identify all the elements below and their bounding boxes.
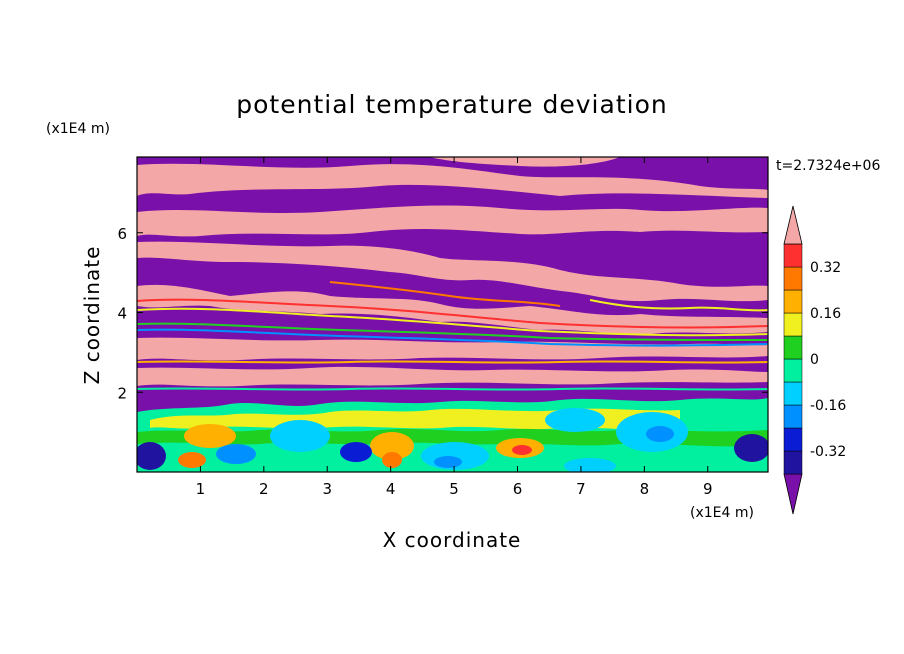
x-axis-ticks: 1 2 3 4 5 6 7 8 9 xyxy=(196,157,713,498)
colorbar-swatch xyxy=(783,243,803,268)
colorbar-tick-label: -0.16 xyxy=(810,398,846,414)
colorbar-extend-low xyxy=(783,473,803,515)
y-axis-label: Z coordinate xyxy=(80,246,104,385)
colorbar-swatch xyxy=(783,427,803,452)
colorbar-swatch xyxy=(783,335,803,360)
x-tick-label: 7 xyxy=(576,480,586,498)
colorbar-swatch xyxy=(783,381,803,406)
colorbar-swatch xyxy=(783,289,803,314)
x-tick-label: 9 xyxy=(703,480,713,498)
colorbar-tick-label: 0.32 xyxy=(810,260,841,276)
colorbar-tick-label: 0.16 xyxy=(810,306,841,322)
colorbar-swatch xyxy=(783,450,803,475)
x-tick-label: 5 xyxy=(449,480,459,498)
colorbar-extend-high xyxy=(783,205,803,245)
x-unit-label: (x1E4 m) xyxy=(690,505,754,521)
colorbar-swatch xyxy=(783,404,803,429)
x-tick-label: 3 xyxy=(322,480,332,498)
time-label: t=2.7324e+06 xyxy=(776,158,880,174)
y-tick-label: 2 xyxy=(117,384,127,402)
plot-area xyxy=(137,157,768,472)
colorbar-swatch xyxy=(783,358,803,383)
y-tick-label: 6 xyxy=(117,225,127,243)
colorbar-tick-label: 0 xyxy=(810,352,819,368)
plot-frame xyxy=(136,156,769,473)
y-tick-label: 4 xyxy=(117,305,127,323)
x-tick-label: 1 xyxy=(196,480,206,498)
colorbar-swatch xyxy=(783,266,803,291)
x-tick-label: 2 xyxy=(259,480,269,498)
chart-title: potential temperature deviation xyxy=(236,90,667,119)
colorbar: 0.32 0.16 0 -0.16 -0.32 xyxy=(783,205,846,515)
x-tick-label: 4 xyxy=(386,480,396,498)
x-axis-label: X coordinate xyxy=(383,528,522,552)
y-axis-ticks: 2 4 6 xyxy=(117,225,768,402)
colorbar-tick-label: -0.32 xyxy=(810,444,846,460)
y-unit-label: (x1E4 m) xyxy=(46,121,110,137)
x-tick-label: 8 xyxy=(640,480,650,498)
x-tick-label: 6 xyxy=(513,480,523,498)
colorbar-swatch xyxy=(783,312,803,337)
